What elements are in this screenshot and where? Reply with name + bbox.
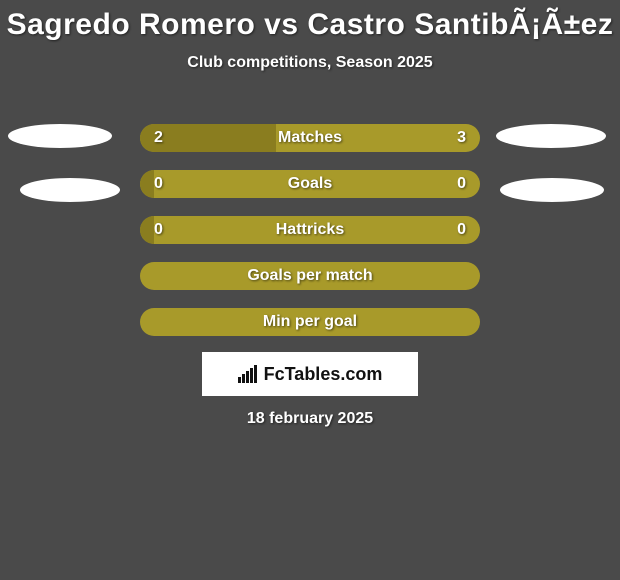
stat-value-left: 2 [154,129,163,147]
bar-chart-icon [238,365,260,383]
stat-label: Hattricks [140,221,480,239]
stat-value-left: 0 [154,175,163,193]
stat-bar: Goals0 0 [140,170,480,198]
team-badge-placeholder [500,178,604,202]
stat-label: Goals per match [140,267,480,285]
stat-value-right: 3 [457,129,466,147]
subtitle: Club competitions, Season 2025 [0,54,620,72]
date-text: 18 february 2025 [0,410,620,428]
stat-label: Min per goal [140,313,480,331]
page-title: Sagredo Romero vs Castro SantibÃ¡Ã±ez [0,0,620,42]
brand-text: FcTables.com [264,364,383,385]
team-badge-placeholder [496,124,606,148]
stat-row: Min per goal [0,308,620,336]
stat-row: Goals per match [0,262,620,290]
stat-bar: Hattricks0 0 [140,216,480,244]
team-badge-placeholder [8,124,112,148]
stat-bar: Matches2 3 [140,124,480,152]
stat-value-right: 0 [457,221,466,239]
stat-value-left: 0 [154,221,163,239]
stat-value-right: 0 [457,175,466,193]
brand-link[interactable]: FcTables.com [202,352,418,396]
stats-rows: Matches23Goals00Hattricks00Goals per mat… [0,124,620,354]
stat-label: Goals [140,175,480,193]
stat-bar: Goals per match [140,262,480,290]
team-badge-placeholder [20,178,120,202]
stat-row: Hattricks0 0 [0,216,620,244]
stat-bar: Min per goal [140,308,480,336]
stat-label: Matches [140,129,480,147]
